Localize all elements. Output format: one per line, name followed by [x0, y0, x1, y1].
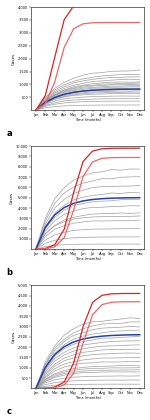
Text: a: a [6, 129, 12, 138]
Text: c: c [6, 407, 11, 416]
Text: b: b [6, 268, 12, 277]
Y-axis label: Cases: Cases [12, 52, 16, 65]
X-axis label: Time (months): Time (months) [75, 396, 101, 401]
X-axis label: Time (months): Time (months) [75, 118, 101, 122]
Y-axis label: Cases: Cases [10, 192, 14, 204]
X-axis label: Time (months): Time (months) [75, 257, 101, 261]
Y-axis label: Cases: Cases [12, 331, 16, 343]
